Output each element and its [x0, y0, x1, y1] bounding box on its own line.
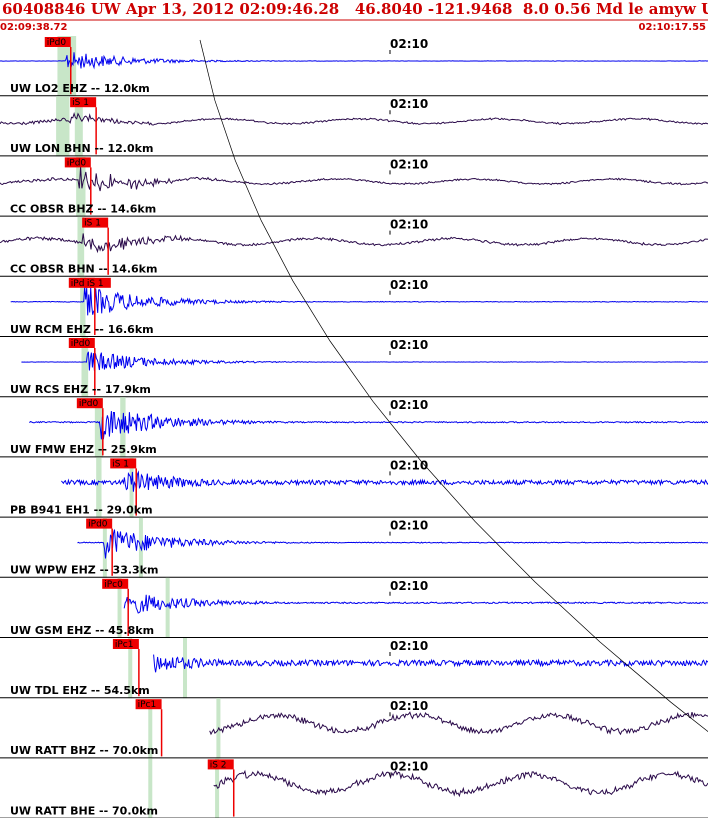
pick-label[interactable]: iS 2 [210, 760, 227, 770]
pick-label[interactable]: iPd0 [67, 158, 87, 168]
s-pick-label[interactable]: iS 1 [87, 279, 104, 289]
pick-label[interactable]: iPd0 [79, 399, 99, 409]
waveform-trace [29, 411, 708, 440]
pick-flag[interactable] [82, 217, 109, 228]
pick-label[interactable]: iPc1 [115, 640, 134, 650]
pick-flag[interactable] [112, 639, 139, 649]
time-tick-label: 02:10 [390, 579, 428, 593]
station-label: UW RCM EHZ -- 16.6km [10, 323, 154, 336]
pick-flag[interactable] [86, 518, 113, 529]
time-tick-label: 02:10 [390, 278, 428, 292]
pick-flag[interactable] [135, 699, 162, 710]
station-label: UW RATT BHE -- 70.0km [10, 804, 158, 817]
time-tick-label: 02:10 [390, 157, 428, 171]
pick-label[interactable]: iPc1 [138, 700, 157, 710]
station-label: UW WPW EHZ -- 33.3km [10, 564, 158, 577]
p-window [77, 216, 85, 277]
pick-label[interactable]: iS 1 [112, 459, 129, 469]
pick-label[interactable]: iPd0 [71, 339, 91, 349]
waveform-trace [77, 529, 708, 559]
p-window [76, 156, 86, 217]
pick-flag[interactable] [44, 37, 71, 47]
pick-flag[interactable] [68, 277, 95, 288]
p-window [80, 276, 86, 337]
p-window [96, 457, 102, 518]
time-tick-label: 02:10 [390, 398, 428, 412]
moveout-curve [199, 39, 708, 732]
p-window [56, 96, 70, 157]
time-tick-label: 02:10 [390, 639, 428, 653]
station-label: UW RATT BHZ -- 70.0km [10, 744, 158, 757]
s-window [74, 96, 83, 157]
pick-flag[interactable] [110, 458, 137, 469]
pick-flag[interactable] [102, 578, 129, 589]
station-label: UW LO2 EHZ -- 12.0km [10, 82, 150, 95]
time-tick-label: 02:10 [390, 97, 428, 111]
waveform-trace [0, 166, 708, 192]
p-window [94, 397, 103, 458]
pick-label[interactable]: iS 1 [84, 219, 101, 229]
time-tick-label: 02:10 [390, 218, 428, 232]
waveform-trace [0, 233, 708, 254]
station-label: UW RCS EHZ -- 17.9km [10, 383, 151, 396]
station-label: CC OBSR BHZ -- 14.6km [10, 202, 156, 215]
station-label: UW TDL EHZ -- 54.5km [10, 684, 150, 697]
station-label: CC OBSR BHN -- 14.6km [10, 263, 157, 276]
p-window [102, 517, 107, 578]
p-window [81, 337, 89, 398]
start-time-label: 02:09:38.72 [0, 22, 68, 33]
waveform-trace [61, 470, 708, 492]
station-label: UW LON BHN -- 12.0km [10, 142, 153, 155]
pick-label[interactable]: iPd0 [71, 279, 91, 289]
waveform-trace [209, 711, 708, 736]
pick-label[interactable]: iPd0 [47, 38, 67, 48]
waveform-trace [153, 654, 708, 673]
s-window [129, 457, 134, 518]
pick-flag[interactable] [70, 97, 97, 108]
pick-flag[interactable] [64, 157, 91, 168]
end-time-label: 02:10:17.55 [638, 22, 706, 33]
pick-flag[interactable] [207, 759, 234, 770]
waveform-trace [213, 769, 708, 798]
pick-label[interactable]: iPc0 [104, 580, 123, 590]
station-label: PB B941 EH1 -- 29.0km [10, 503, 153, 516]
waveform-trace [123, 594, 708, 614]
waveform-trace [0, 111, 708, 126]
pick-label[interactable]: iPd0 [88, 520, 108, 530]
pick-label[interactable]: iS 1 [72, 98, 89, 108]
p-window [117, 577, 122, 638]
p-window [128, 638, 133, 699]
time-tick-label: 02:10 [390, 338, 428, 352]
waveform-trace [0, 52, 708, 70]
time-tick-label: 02:10 [390, 699, 428, 713]
waveform-trace [10, 286, 708, 316]
time-tick-label: 02:10 [390, 759, 428, 773]
station-label: UW GSM EHZ -- 45.8km [10, 624, 154, 637]
p-window [148, 698, 153, 759]
waveform-trace [21, 351, 708, 371]
s-pick-flag[interactable] [84, 277, 111, 288]
event-header: 60408846 UW Apr 13, 2012 02:09:46.28 46.… [0, 0, 708, 20]
time-tick-label: 02:10 [390, 37, 428, 51]
time-tick-label: 02:10 [390, 519, 428, 533]
s-window [165, 577, 170, 638]
pick-flag[interactable] [68, 338, 95, 348]
pick-flag[interactable] [76, 398, 103, 409]
p-window [148, 758, 153, 818]
event-title: 60408846 UW Apr 13, 2012 02:09:46.28 46.… [2, 0, 708, 18]
station-label: UW FMW EHZ -- 25.9km [10, 443, 157, 456]
time-tick-label: 02:10 [390, 458, 428, 472]
